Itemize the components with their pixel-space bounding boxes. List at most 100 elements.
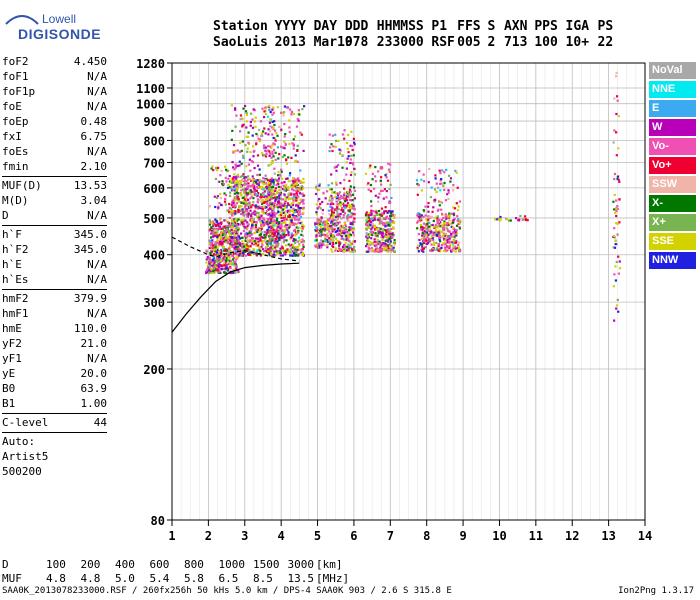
echo-point (256, 249, 259, 252)
echo-point (268, 196, 271, 199)
echo-point (432, 206, 435, 209)
echo-point (370, 247, 373, 250)
echo-point (337, 233, 340, 237)
echo-point (331, 244, 334, 247)
echo-point (219, 242, 222, 245)
echo-point (223, 264, 226, 267)
echo-point (271, 133, 274, 136)
echo-point (226, 269, 230, 272)
echo-point (235, 191, 238, 194)
echo-point (328, 133, 331, 136)
echo-point (247, 131, 250, 134)
echo-point (297, 109, 300, 112)
echo-point (264, 106, 267, 109)
echo-point (389, 220, 392, 223)
echo-point (301, 192, 304, 195)
echo-point (452, 249, 455, 252)
echo-point (278, 206, 282, 209)
echo-point (370, 200, 373, 203)
echo-point (206, 266, 210, 270)
echo-point (298, 242, 301, 245)
echo-point (447, 249, 450, 252)
echo-point (391, 247, 394, 250)
echo-point (244, 239, 247, 242)
echo-point (290, 220, 293, 224)
logo-mark-icon (5, 15, 39, 25)
echo-point (287, 215, 290, 218)
echo-point (285, 188, 288, 191)
echo-point (235, 258, 238, 261)
echo-point (287, 198, 290, 201)
echo-point (267, 193, 270, 196)
echo-point (389, 222, 392, 225)
echo-point (232, 204, 235, 207)
echo-point (242, 156, 245, 159)
echo-point (274, 187, 277, 190)
echo-point (263, 205, 266, 208)
echo-point (379, 227, 382, 230)
echo-point (335, 242, 338, 245)
echo-point (279, 193, 282, 196)
echo-point (381, 248, 384, 251)
echo-point (224, 241, 227, 244)
echo-point (228, 180, 231, 183)
echo-point (509, 219, 512, 222)
echo-point (283, 111, 286, 114)
echo-point (325, 220, 328, 223)
echo-point (229, 259, 233, 262)
echo-point (247, 245, 250, 248)
echo-point (438, 229, 441, 232)
echo-point (391, 249, 395, 252)
echo-point (424, 223, 427, 226)
echo-point (215, 167, 218, 170)
echo-point (320, 217, 323, 220)
echo-point (251, 204, 254, 207)
echo-point (219, 192, 222, 196)
echo-point (353, 143, 356, 146)
echo-point (302, 149, 305, 152)
echo-point (233, 192, 236, 195)
echo-point (349, 191, 352, 194)
echo-point (247, 175, 250, 178)
echo-point (459, 220, 462, 223)
echo-point (258, 227, 261, 230)
echo-point (318, 242, 321, 245)
echo-point (234, 250, 237, 253)
echo-point (443, 224, 446, 227)
echo-point (256, 205, 259, 208)
echo-point (275, 196, 278, 199)
echo-point (265, 234, 268, 237)
echo-point (375, 209, 378, 212)
echo-point (422, 173, 425, 176)
echo-point (341, 207, 344, 210)
echo-point (370, 209, 373, 212)
echo-point (371, 249, 374, 252)
echo-point (380, 245, 383, 248)
echo-point (452, 184, 455, 187)
param-row: C-level 44 (2, 416, 107, 431)
echo-point (423, 234, 426, 237)
echo-point (208, 223, 212, 226)
echo-point (417, 250, 420, 253)
echo-point (268, 186, 271, 189)
echo-point (253, 252, 256, 255)
echo-point (378, 222, 381, 226)
echo-point (231, 261, 234, 265)
echo-point (230, 224, 233, 227)
echo-point (334, 249, 337, 252)
echo-point (226, 170, 229, 173)
echo-point (369, 241, 372, 244)
echo-point (298, 215, 301, 218)
echo-point (391, 210, 394, 213)
echo-point (371, 219, 374, 222)
echo-point (217, 265, 220, 268)
echo-point (252, 145, 255, 148)
echo-point (326, 190, 329, 193)
echo-point (248, 190, 251, 193)
echo-point (259, 230, 262, 233)
legend-item: W (649, 119, 696, 136)
echo-point (418, 217, 421, 220)
echo-point (294, 254, 297, 257)
echo-point (387, 221, 391, 224)
echo-point (418, 170, 421, 173)
